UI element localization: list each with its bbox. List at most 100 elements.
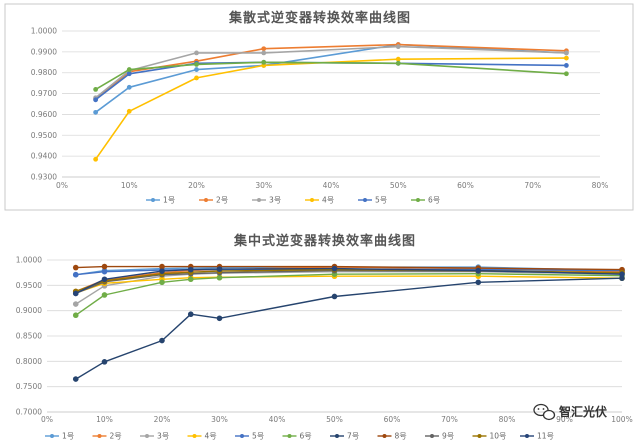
watermark-text: 智汇光伏: [558, 404, 607, 419]
y-tick-label: 0.9900: [31, 47, 57, 56]
legend-marker: [335, 434, 339, 438]
series-point: [395, 56, 401, 62]
series-point: [563, 63, 569, 68]
wechat-icon: [533, 403, 556, 421]
x-tick-label: 90%: [556, 415, 573, 424]
legend-marker: [525, 434, 529, 438]
chart-top-gridlines: [62, 30, 600, 178]
series-point: [475, 279, 482, 286]
x-tick-label: 20%: [188, 181, 205, 190]
x-tick-label: 10%: [96, 415, 113, 424]
y-tick-label: 0.9500: [16, 281, 42, 290]
x-tick-label: 50%: [326, 415, 343, 424]
x-tick-label: 20%: [154, 415, 171, 424]
legend-label: 1号: [163, 196, 175, 205]
y-tick-label: 0.8000: [16, 357, 42, 366]
series-point: [159, 279, 165, 286]
series-line-6: [95, 61, 567, 91]
legend-marker: [257, 198, 261, 202]
legend-label: 4号: [205, 432, 217, 441]
legend-marker: [151, 198, 155, 202]
series-point: [187, 266, 194, 273]
y-tick-label: 1.0000: [16, 256, 42, 265]
x-tick-label: 10%: [121, 181, 138, 190]
series-point: [72, 264, 79, 271]
legend-marker: [310, 198, 314, 202]
series-point: [619, 271, 625, 277]
legend-label: 3号: [157, 432, 169, 441]
legend-label: 5号: [252, 432, 264, 441]
chart-top-x-axis: 0% 10% 20% 30% 40% 50% 60% 70% 80%: [56, 181, 608, 190]
legend-marker: [287, 434, 292, 438]
series-point: [126, 108, 132, 114]
legend-marker: [382, 434, 387, 438]
legend-marker: [430, 434, 434, 438]
y-tick-label: 0.9600: [31, 110, 57, 119]
series-line-2: [95, 43, 567, 100]
legend-marker: [240, 434, 244, 438]
legend-label: 8号: [395, 432, 407, 441]
x-tick-label: 0%: [56, 181, 68, 190]
legend-marker: [145, 434, 149, 438]
series-point: [93, 97, 99, 103]
series-point: [395, 44, 401, 50]
series-point: [563, 55, 569, 61]
series-point: [216, 274, 223, 281]
y-tick-label: 0.7000: [16, 408, 42, 417]
x-tick-label: 0%: [41, 415, 53, 424]
x-tick-label: 30%: [255, 181, 272, 190]
chart-bottom-legend: 1号 2号 3号 4号 5号 6号 7号 8号 9号 10号 11号: [45, 432, 554, 441]
series-point: [563, 71, 569, 77]
legend-label: 11号: [537, 432, 554, 441]
x-tick-label: 60%: [457, 181, 474, 190]
series-point: [187, 276, 194, 283]
series-point: [331, 293, 338, 300]
series-point: [261, 50, 267, 56]
y-tick-label: 0.9800: [31, 68, 57, 77]
legend-marker: [416, 198, 420, 202]
legend-label: 5号: [375, 196, 387, 205]
series-point: [194, 75, 199, 81]
series-line-6: [75, 273, 623, 316]
x-tick-label: 70%: [524, 181, 541, 190]
legend-label: 6号: [428, 196, 440, 205]
series-point: [72, 301, 79, 307]
legend-label: 10号: [490, 432, 507, 441]
x-tick-label: 80%: [499, 415, 516, 424]
legend-label: 4号: [322, 196, 334, 205]
series-point: [194, 61, 199, 67]
chart-bottom-gridlines: [47, 259, 622, 413]
series-point: [194, 67, 199, 72]
y-tick-label: 0.9700: [31, 89, 57, 98]
chart-bottom-y-axis: 0.7000 0.7500 0.8000 0.8500 0.9000 0.9500 1.00…: [16, 256, 42, 417]
y-tick-label: 0.9400: [31, 152, 57, 161]
y-tick-label: 0.9000: [16, 306, 42, 315]
series-point: [126, 84, 132, 90]
series-line-4: [75, 275, 623, 294]
series-point: [159, 337, 165, 344]
series-point: [72, 312, 79, 319]
series-point: [331, 265, 338, 272]
series-point: [72, 376, 79, 382]
series-point: [101, 359, 108, 365]
legend-label: 1号: [62, 432, 74, 441]
series-point: [101, 268, 108, 275]
legend-label: 3号: [269, 196, 281, 205]
y-tick-label: 0.9300: [31, 173, 57, 182]
series-point: [395, 60, 401, 66]
chart-bottom: 集中式逆变器转换效率曲线图 0.70000.75000.80000.85000.…: [16, 233, 633, 441]
legend-marker: [363, 198, 367, 202]
y-tick-label: 1.0000: [31, 27, 57, 36]
series-point: [93, 87, 99, 92]
series-point: [72, 271, 79, 278]
series-point: [261, 59, 267, 65]
series-line-8: [75, 265, 623, 271]
chart-top: 集散式逆变器转换效率曲线图 0.93000.94000.95000.96000.…: [4, 3, 634, 211]
y-tick-label: 0.7500: [16, 382, 42, 391]
chart-bottom-title: 集中式逆变器转换效率曲线图: [233, 233, 416, 249]
chart-top-legend: 1号 2号 3号 4号 5号 6号: [146, 196, 440, 205]
legend-marker: [192, 434, 197, 438]
series-point: [126, 67, 132, 72]
legend-label: 2号: [110, 432, 122, 441]
